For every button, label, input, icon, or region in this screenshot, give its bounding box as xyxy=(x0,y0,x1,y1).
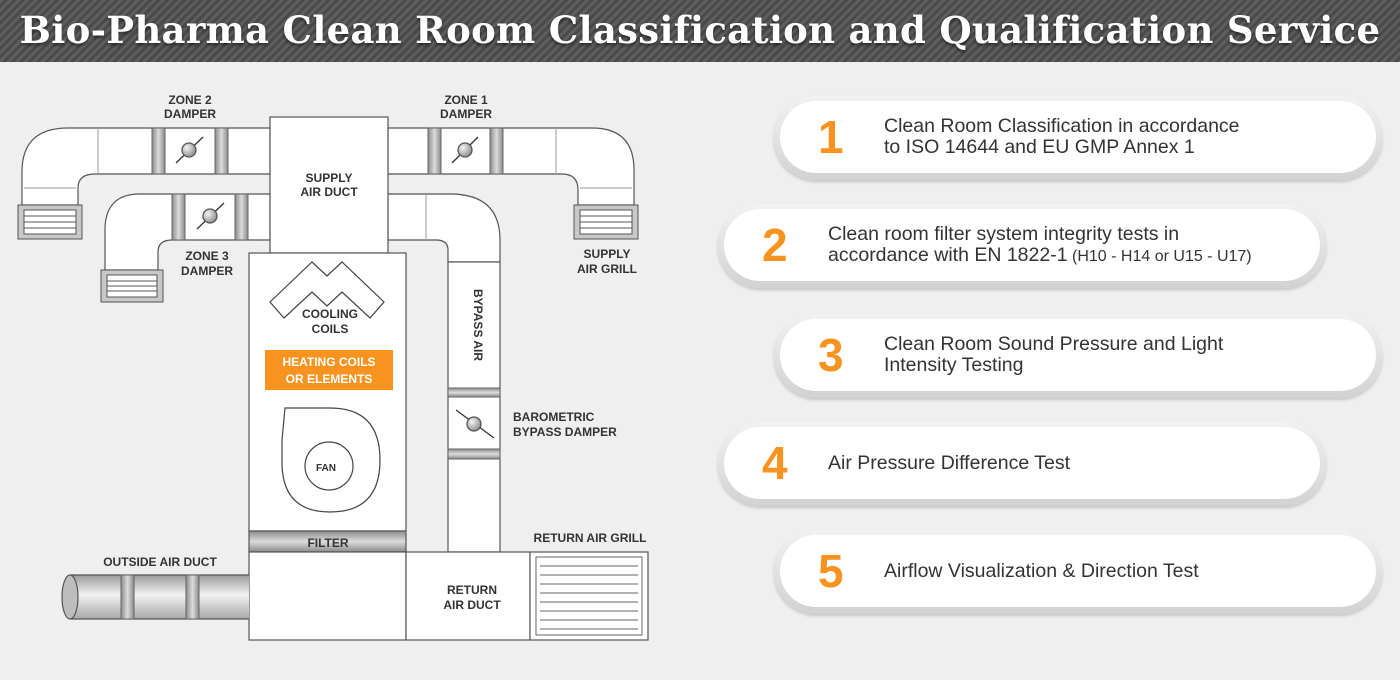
cooling-coils xyxy=(269,261,385,319)
fan-housing xyxy=(281,407,381,513)
service-text-3-line2: Intensity Testing xyxy=(884,354,1024,376)
return-duct-label-1: RETURN xyxy=(447,583,497,597)
service-text-2-line1: Clean room filter system integrity tests… xyxy=(828,222,1180,245)
outside-air-duct xyxy=(70,575,249,619)
service-number-2: 2 xyxy=(762,219,788,271)
service-text-1: Clean Room Classification in accordance … xyxy=(884,101,1356,173)
service-text-2: Clean room filter system integrity tests… xyxy=(828,209,1300,281)
heating-label-2: OR ELEMENTS xyxy=(286,372,373,386)
zone2-label-1: ZONE 2 xyxy=(168,93,212,107)
service-text-3-line1: Clean Room Sound Pressure and Light xyxy=(884,333,1224,355)
cooling-label-1: COOLING xyxy=(302,307,358,321)
supply-grill-label-1: SUPPLY xyxy=(584,247,631,261)
supply-grill-label-2: AIR GRILL xyxy=(577,262,637,276)
service-text-2-line2: accordance with EN 1822-1 xyxy=(828,243,1068,266)
filter-label: FILTER xyxy=(307,536,348,550)
barometric-label-1: BAROMETRIC xyxy=(513,410,595,424)
barometric-label-2: BYPASS DAMPER xyxy=(513,425,617,439)
service-item-3: 3 Clean Room Sound Pressure and Light In… xyxy=(774,314,1382,398)
heating-coils xyxy=(265,350,393,390)
service-item-5: 5 Airflow Visualization & Direction Test xyxy=(774,530,1382,614)
service-text-4-line1: Air Pressure Difference Test xyxy=(828,451,1071,474)
service-item-2: 2 Clean room filter system integrity tes… xyxy=(718,204,1326,288)
service-text-4: Air Pressure Difference Test xyxy=(828,427,1300,499)
supply-duct-label-1: SUPPLY xyxy=(306,171,353,185)
supply-air-duct xyxy=(269,116,389,254)
service-text-5-line1: Airflow Visualization & Direction Test xyxy=(884,559,1199,582)
fan-label: FAN xyxy=(316,463,336,474)
zone2-label-2: DAMPER xyxy=(164,107,216,121)
service-item-1: 1 Clean Room Classification in accordanc… xyxy=(774,96,1382,180)
service-text-3: Clean Room Sound Pressure and Light Inte… xyxy=(884,319,1356,391)
service-text-2-filter-classes: (H10 - H14 or U15 - U17) xyxy=(1067,247,1252,265)
zone1-label-1: ZONE 1 xyxy=(444,93,488,107)
service-text-1-line2: to ISO 14644 and EU GMP Annex 1 xyxy=(884,136,1195,158)
return-air-grill xyxy=(535,556,643,636)
hvac-diagram: ZONE 2 DAMPER ZONE 1 DAMPER SUPPLY AIR D… xyxy=(17,93,649,641)
zone3-label-1: ZONE 3 xyxy=(185,249,229,263)
header-banner xyxy=(0,0,1400,62)
page-title: Bio-Pharma Clean Room Classification and… xyxy=(19,8,1381,52)
service-number-3: 3 xyxy=(818,329,844,381)
service-number-5: 5 xyxy=(818,545,844,597)
bypass-elbow xyxy=(387,193,501,263)
outside-air-duct-label: OUTSIDE AIR DUCT xyxy=(103,555,217,569)
mixing-box xyxy=(248,551,407,641)
service-number-1: 1 xyxy=(818,111,844,163)
bypass-air-label: BYPASS AIR xyxy=(471,289,485,361)
supply-duct-label-2: AIR DUCT xyxy=(300,185,358,199)
service-item-4: 4 Air Pressure Difference Test xyxy=(718,422,1326,506)
return-air-grill-label: RETURN AIR GRILL xyxy=(534,531,647,545)
heating-label-1: HEATING COILS xyxy=(282,355,375,369)
service-text-1-line1: Clean Room Classification in accordance xyxy=(884,115,1240,137)
zone3-label-2: DAMPER xyxy=(181,264,233,278)
zone1-label-2: DAMPER xyxy=(440,107,492,121)
cooling-label-2: COILS xyxy=(312,322,349,336)
service-number-4: 4 xyxy=(762,437,788,489)
service-text-5: Airflow Visualization & Direction Test xyxy=(884,535,1356,607)
return-duct-label-2: AIR DUCT xyxy=(443,598,501,612)
